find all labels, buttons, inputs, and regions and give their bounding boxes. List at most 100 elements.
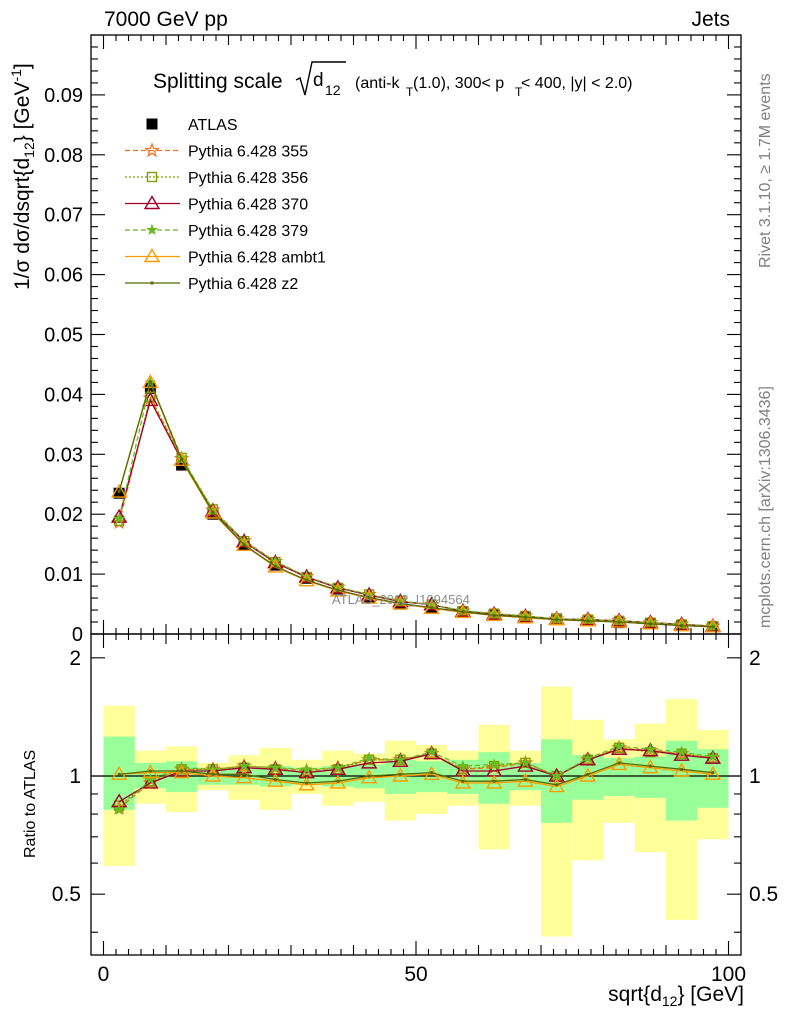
legend-marker	[146, 223, 158, 235]
y-axis-label-ratio: Ratio to ATLAS	[22, 749, 39, 858]
ratio-point-3-15	[581, 751, 594, 764]
data-point-3-3	[204, 502, 222, 517]
y-tick-label: 0.09	[44, 85, 83, 107]
data-point-6-17	[648, 622, 652, 626]
ratio-series-3	[113, 740, 719, 815]
ratio-point-2-18	[673, 746, 690, 761]
ratio-point-3-8	[363, 751, 376, 764]
ratio-point-2-19	[704, 749, 722, 764]
ratio-point-5-0	[117, 772, 121, 776]
ratio-point-5-14	[555, 783, 559, 787]
ratio-point-3-9	[394, 753, 407, 765]
ratio-point-2-2	[173, 762, 190, 777]
x-tick-label: 0	[98, 963, 110, 986]
legend-label: Pythia 6.428 ambt1	[188, 250, 326, 267]
data-point-6-6	[305, 578, 309, 582]
data-point-6-12	[492, 613, 496, 618]
ratio-point-2-16	[610, 740, 628, 755]
header-energy-label: 7000 GeV pp	[104, 8, 228, 31]
ratio-point-3-12	[488, 758, 500, 770]
data-point-6-8	[367, 595, 371, 600]
y-tick-label: 0.02	[44, 504, 83, 526]
header-process-label: Jets	[691, 8, 730, 31]
ratio-point-3-14	[550, 769, 563, 781]
data-point-5-0	[110, 483, 128, 498]
ratio-y-tick-label-right: 0.5	[749, 883, 778, 906]
legend-label: Pythia 6.428 370	[188, 197, 308, 214]
legend: ATLAS Pythia 6.428 355 Pythia 6.428 356 Pyt…	[125, 117, 326, 293]
ratio-y-tick-label-left: 2	[69, 647, 81, 670]
plot-title-main: Splitting scale	[153, 70, 283, 93]
data-point-0-1	[144, 382, 156, 394]
data-point-5-18	[673, 617, 690, 632]
ratio-point-4-3	[204, 767, 222, 782]
ratio-point-5-3	[211, 772, 215, 776]
ratio-point-5-16	[617, 761, 621, 765]
y-tick-label: 0.08	[44, 145, 83, 167]
data-point-6-9	[398, 601, 402, 606]
legend-marker	[144, 142, 160, 158]
data-point-6-19	[711, 625, 715, 629]
ratio-point-5-6	[305, 781, 309, 785]
y-tick-label: 0.06	[44, 265, 83, 287]
data-point-5-1	[142, 374, 159, 389]
ratio-panel	[91, 686, 741, 937]
y-tick-label: 0.04	[44, 384, 83, 406]
y-tick-label: 0.07	[44, 205, 83, 227]
ratio-point-5-10	[430, 771, 434, 775]
plot-title-details: (anti-k	[355, 75, 400, 92]
data-point-6-10	[430, 606, 434, 610]
data-point-6-0	[117, 489, 121, 494]
ratio-series-5	[117, 761, 715, 787]
ratio-point-4-14	[548, 778, 565, 793]
series-6	[117, 379, 715, 629]
ratio-point-5-8	[367, 774, 371, 778]
data-point-5-5	[267, 558, 284, 573]
ratio-point-2-15	[579, 751, 597, 766]
ratio-point-5-17	[648, 764, 652, 768]
series-line-6	[118, 379, 713, 628]
data-point-6-5	[273, 564, 277, 568]
ratio-point-2-9	[392, 752, 409, 768]
data-point-5-3	[204, 504, 222, 519]
data-point-5-7	[329, 582, 347, 597]
ratio-line-5	[119, 762, 713, 786]
ratio-point-5-7	[336, 779, 340, 783]
y-tick-label: 0.05	[44, 325, 83, 347]
ratio-point-3-5	[269, 761, 282, 773]
ratio-point-5-13	[523, 777, 527, 782]
data-point-5-19	[704, 618, 722, 633]
data-point-4-0	[113, 512, 126, 524]
plot-title-d-sub: 12	[325, 82, 341, 98]
y-tick-label: 0	[72, 624, 83, 646]
y-axis-label-main: 1/σ dσ/dsqrt{d12} [GeV-1]	[8, 63, 38, 290]
data-point-6-4	[242, 543, 246, 547]
ratio-point-4-11	[454, 774, 472, 789]
legend-marker	[143, 248, 161, 263]
ratio-point-3-13	[519, 756, 532, 768]
plot-title-details-rest: (1.0), 300< p	[413, 75, 504, 92]
legend-marker	[146, 171, 158, 183]
ratio-point-5-9	[398, 772, 402, 776]
plot-title-details-sub2: T	[515, 85, 523, 99]
ratio-y-tick-label-right: 2	[749, 647, 761, 670]
ratio-point-4-6	[298, 776, 315, 791]
data-point-6-13	[523, 615, 527, 619]
legend-label: Pythia 6.428 355	[188, 144, 308, 161]
ratio-point-3-6	[300, 763, 313, 775]
y-tick-label: 0.03	[44, 444, 83, 466]
ratio-point-3-19	[706, 750, 719, 762]
data-point-5-16	[610, 613, 628, 628]
ratio-point-4-12	[485, 774, 503, 789]
main-panel	[110, 374, 722, 633]
ratio-point-4-19	[704, 765, 722, 781]
data-point-4-6	[300, 570, 313, 582]
data-point-5-14	[548, 611, 565, 626]
data-point-0-0	[113, 487, 125, 499]
ratio-point-3-16	[613, 740, 626, 752]
legend-label: Pythia 6.428 356	[188, 170, 308, 187]
legend-marker	[146, 118, 158, 130]
ratio-point-3-4	[238, 759, 250, 772]
data-point-6-16	[617, 620, 621, 624]
ratio-point-5-2	[180, 769, 184, 773]
